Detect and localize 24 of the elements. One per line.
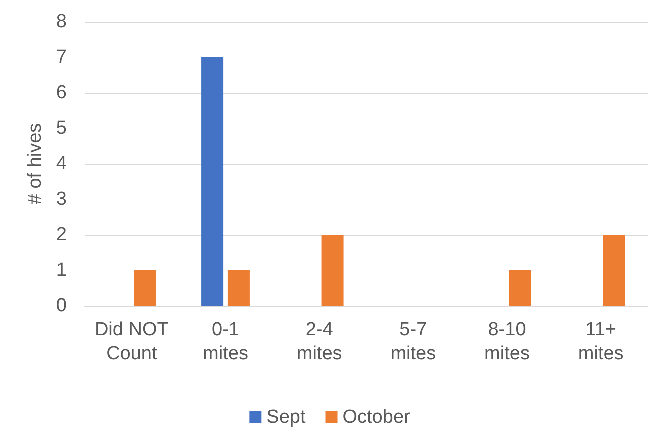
- y-tick-label: 2: [56, 224, 67, 246]
- bar: [603, 235, 626, 306]
- y-tick-label: 0: [56, 296, 67, 316]
- bar: [134, 270, 156, 306]
- bar: [509, 270, 532, 306]
- bar: [228, 270, 250, 306]
- x-tick-label: 2-4 mites: [296, 320, 342, 364]
- x-tick-label: 5-7 mites: [390, 320, 436, 364]
- y-tick-label: 4: [56, 154, 68, 174]
- bar: [322, 235, 344, 306]
- y-tick-label: 6: [56, 82, 67, 104]
- y-tick-label: 5: [56, 118, 67, 139]
- x-tick-label: Did NOT Count: [94, 320, 170, 364]
- legend-label: Sept: [266, 407, 306, 428]
- y-tick-label: 8: [56, 12, 67, 32]
- bar: [202, 58, 224, 306]
- y-tick-label: 3: [56, 189, 67, 210]
- y-axis-title: # of hives: [25, 123, 46, 205]
- x-tick-label: 11+ mites: [578, 320, 624, 364]
- x-tick-label: 0-1 mites: [203, 320, 248, 364]
- y-tick-label: 7: [56, 47, 67, 68]
- legend-label: October: [342, 407, 412, 428]
- x-tick-label: 8-10 mites: [484, 320, 530, 364]
- y-tick-label: 1: [56, 260, 67, 281]
